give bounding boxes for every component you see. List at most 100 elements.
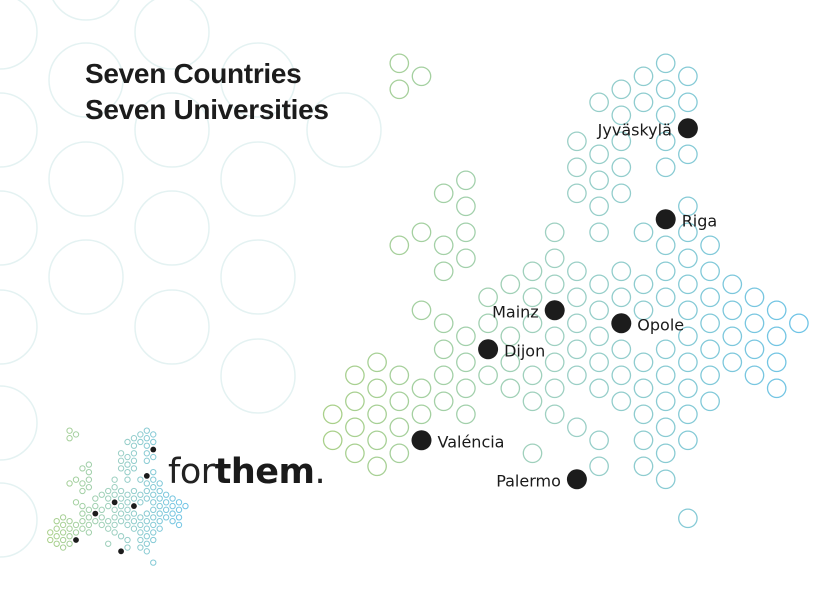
city-markers: Jyväskylä Riga Mainz Opole Dijon Valéncia Pale… [438,120,718,490]
country-circle [633,222,654,243]
country-circle [678,378,698,399]
city-dot [150,446,157,453]
country-circle [150,453,157,461]
country-circle [92,517,99,525]
country-circle [85,506,93,514]
country-circle [678,92,698,113]
country-circle [478,287,498,308]
country-circle [700,339,720,360]
country-circle [456,352,476,373]
country-circle [137,536,144,544]
country-circle [589,326,609,347]
country-circle [611,339,632,360]
city-dot [111,499,118,506]
country-circle [500,378,521,399]
country-circle [611,183,632,204]
country-circle [744,287,765,308]
country-circle [124,438,131,446]
country-circle [411,404,432,425]
country-circle [567,157,587,178]
country-circle [105,487,112,495]
country-circle [150,536,157,544]
country-circle [678,300,698,321]
city-label: Jyväskylä [597,120,672,139]
country-circle [130,465,138,472]
country-circle [66,533,73,540]
background-circle [0,190,38,266]
country-circle [66,435,73,442]
country-circle [162,491,170,498]
country-circle [156,525,163,532]
country-circle [456,222,476,243]
country-circle [72,476,80,483]
country-circle [389,417,410,438]
country-circle [111,514,118,521]
background-circle [220,338,296,414]
city-dot [677,118,698,139]
country-circle [117,502,125,510]
country-circle [72,431,80,438]
country-circle [633,404,654,425]
title-line-1: Seven Countries [85,58,302,89]
country-circle [544,222,565,243]
country-circle [544,274,565,295]
country-circle [633,66,654,87]
country-circle [611,157,632,178]
country-circle [655,261,676,282]
logo-part-them: them [214,452,315,492]
country-circle [567,339,587,360]
country-circle [162,514,170,521]
country-circle [111,476,118,483]
country-circle [589,300,609,321]
country-circle [66,517,73,525]
country-circle [322,430,343,451]
country-circle [655,339,676,360]
country-circle [655,157,676,178]
country-circle [433,313,454,334]
country-circle [655,235,676,256]
country-circle [766,352,787,373]
country-circle [544,326,565,347]
country-circle [85,514,93,521]
country-circle [345,443,365,464]
country-circle [137,431,144,438]
country-circle [611,391,632,412]
country-circle [130,435,138,442]
background-circle [220,42,296,118]
country-circle [182,502,189,510]
country-circle [53,525,60,532]
country-circle [389,53,410,74]
country-circle [117,450,125,457]
country-circle [85,521,93,529]
background-circle [52,0,120,21]
country-circle [111,491,118,498]
country-circle [66,540,73,547]
city-label: Palermo [496,471,561,490]
country-circle [522,443,543,464]
country-circle [111,506,118,514]
country-circle [655,79,676,100]
country-circle [655,131,676,152]
country-circle [143,510,150,517]
country-circle [117,465,125,472]
country-circle [169,495,176,502]
country-circle [85,461,93,468]
country-circle [143,457,150,465]
country-circle [433,339,454,360]
country-circle [156,495,163,502]
city-label: Opole [637,315,684,334]
country-circle [589,92,609,113]
country-circle [389,235,410,256]
country-circle [678,326,698,347]
country-circle [411,222,432,243]
country-circle [411,378,432,399]
country-circle [700,287,720,308]
country-circle [124,536,131,544]
background-circle [0,385,38,461]
country-circle [456,404,476,425]
background-circle [0,482,38,558]
country-circle [411,300,432,321]
country-circle [156,480,163,487]
country-circle [456,248,476,269]
country-circle [143,540,150,547]
